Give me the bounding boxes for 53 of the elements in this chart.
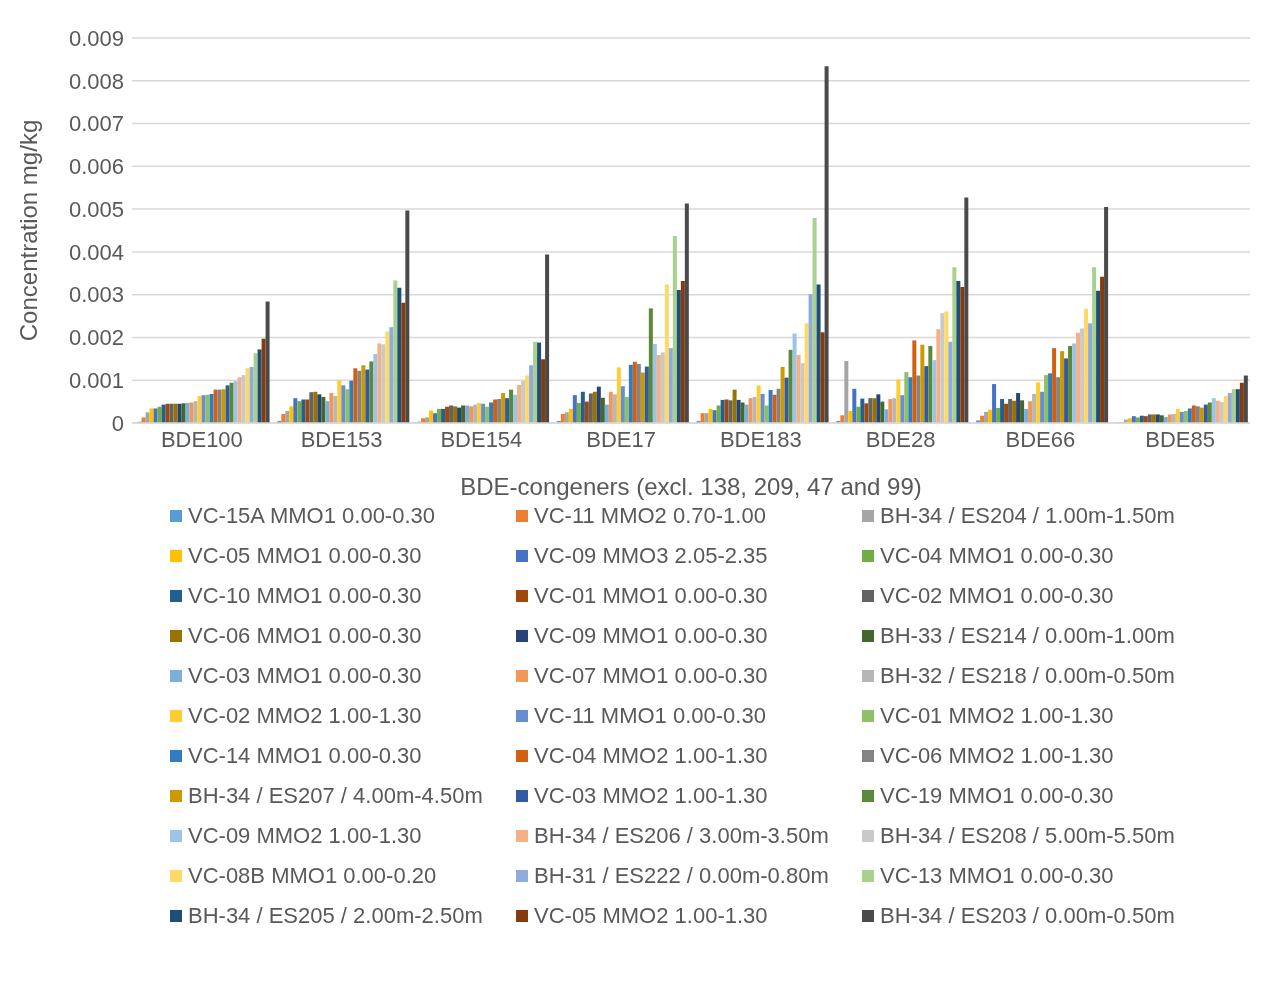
legend-label: VC-01 MMO1 0.00-0.30	[534, 583, 768, 609]
legend-label: BH-34 / ES206 / 3.00m-3.50m	[534, 823, 829, 849]
legend-label: VC-08B MMO1 0.00-0.20	[188, 863, 437, 889]
y-axis-title: Concentration mg/kg	[14, 119, 42, 342]
x-tick-label: BDE17	[586, 426, 656, 452]
y-tick-label: 0.006	[68, 154, 124, 180]
x-tick-label: BDE28	[865, 426, 936, 452]
x-tick-label: BDE66	[1005, 426, 1076, 452]
legend-label: VC-10 MMO1 0.00-0.30	[188, 583, 422, 609]
y-tick-label: 0.008	[68, 68, 124, 94]
y-tick-label: 0.007	[68, 111, 124, 137]
legend-label: VC-13 MMO1 0.00-0.30	[880, 863, 1114, 889]
legend-label: BH-33 / ES214 / 0.00m-1.00m	[880, 623, 1175, 649]
legend-label: BH-34 / ES204 / 1.00m-1.50m	[880, 503, 1175, 529]
legend-label: VC-02 MMO2 1.00-1.30	[188, 703, 422, 729]
legend-label: VC-07 MMO1 0.00-0.30	[534, 663, 768, 689]
x-tick-label: BDE100	[160, 426, 243, 452]
legend-label: VC-15A MMO1 0.00-0.30	[188, 503, 436, 529]
legend-label: VC-03 MMO1 0.00-0.30	[188, 663, 422, 689]
x-axis-title: BDE-congeners (excl. 138, 209, 47 and 99)	[460, 473, 922, 500]
legend-label: BH-34 / ES207 / 4.00m-4.50m	[188, 783, 483, 809]
y-tick-label: 0	[111, 410, 124, 436]
y-tick-label: 0.009	[68, 25, 124, 51]
legend-label: VC-03 MMO2 1.00-1.30	[534, 783, 768, 809]
x-tick-label: BDE153	[300, 426, 383, 452]
legend-label: VC-04 MMO2 1.00-1.30	[534, 743, 768, 769]
x-tick-label: BDE154	[440, 426, 523, 452]
legend-label: VC-09 MMO2 1.00-1.30	[188, 823, 422, 849]
legend-label: BH-32 / ES218 / 0.00m-0.50m	[880, 663, 1175, 689]
y-tick-label: 0.002	[68, 325, 124, 351]
legend-label: VC-09 MMO1 0.00-0.30	[534, 623, 768, 649]
legend-label: VC-06 MMO2 1.00-1.30	[880, 743, 1114, 769]
legend-label: VC-05 MMO1 0.00-0.30	[188, 543, 422, 569]
x-tick-label: BDE183	[719, 426, 802, 452]
y-tick-label: 0.001	[68, 368, 124, 394]
legend-label: VC-05 MMO2 1.00-1.30	[534, 903, 768, 929]
legend-label: VC-06 MMO1 0.00-0.30	[188, 623, 422, 649]
legend-label: VC-01 MMO2 1.00-1.30	[880, 703, 1114, 729]
legend-label: VC-09 MMO3 2.05-2.35	[534, 543, 768, 569]
legend-label: BH-31 / ES222 / 0.00m-0.80m	[534, 863, 829, 889]
legend-label: VC-02 MMO1 0.00-0.30	[880, 583, 1114, 609]
x-tick-label: BDE85	[1145, 426, 1215, 452]
y-tick-label: 0.004	[68, 239, 124, 265]
legend-label: VC-14 MMO1 0.00-0.30	[188, 743, 422, 769]
legend-label: BH-34 / ES208 / 5.00m-5.50m	[880, 823, 1175, 849]
legend-label: VC-19 MMO1 0.00-0.30	[880, 783, 1114, 809]
y-tick-label: 0.003	[68, 282, 124, 308]
legend-label: VC-04 MMO1 0.00-0.30	[880, 543, 1114, 569]
legend-label: VC-11 MMO1 0.00-0.30	[534, 703, 766, 729]
legend-label: BH-34 / ES205 / 2.00m-2.50m	[188, 903, 483, 929]
legend-label: BH-34 / ES203 / 0.00m-0.50m	[880, 903, 1175, 929]
legend-label: VC-11 MMO2 0.70-1.00	[534, 503, 766, 529]
y-tick-label: 0.005	[68, 196, 124, 222]
